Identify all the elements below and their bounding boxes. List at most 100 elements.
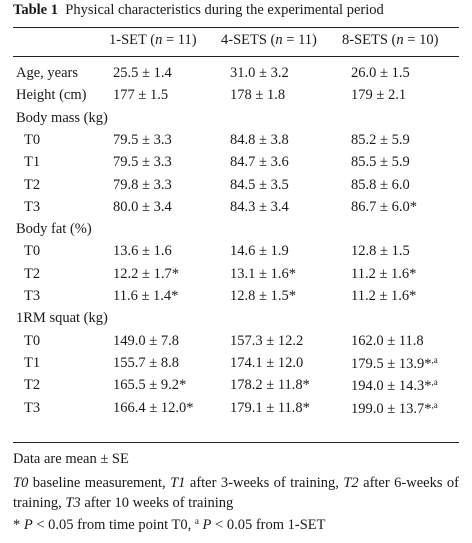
sig-text-2: < 0.05 from 1-SET — [211, 517, 326, 533]
cell-superscript: ,a — [431, 354, 438, 365]
table-cell: 85.2 ± 5.9 — [351, 131, 410, 148]
table-cell: 79.5 ± 3.3 — [113, 154, 172, 171]
table-cell: 84.7 ± 3.6 — [230, 154, 289, 171]
table-cell: 11.2 ± 1.6* — [351, 288, 417, 304]
sig-star: * — [13, 517, 21, 533]
row-label: Body mass (kg) — [16, 109, 108, 126]
table-row: 1RM squat (kg) — [0, 310, 472, 330]
table-cell: 194.0 ± 14.3*,a — [351, 377, 438, 395]
table-cell: 174.1 ± 12.0 — [230, 354, 304, 371]
header-col-3-name: 8-SETS — [342, 32, 388, 48]
header-col-3-n: 10 — [419, 32, 434, 48]
table-cell: 12.8 ± 1.5* — [230, 288, 296, 304]
table-title: Physical characteristics during the expe… — [65, 2, 384, 18]
table-cell: 166.4 ± 12.0* — [113, 399, 194, 416]
table-cell: 79.8 ± 3.3 — [113, 176, 172, 193]
header-col-2-name: 4-SETS — [221, 32, 267, 48]
header-col-3: 8-SETS (n = 10) — [342, 32, 439, 48]
row-label: Age, years — [16, 65, 79, 81]
sig-p1: P — [23, 517, 33, 533]
row-label: T3 — [24, 399, 41, 416]
header-col-2: 4-SETS (n = 11) — [221, 32, 317, 48]
table-row: T2 165.5 ± 9.2* 178.2 ± 11.8* 194.0 ± 14.3*… — [0, 377, 472, 397]
table-cell: 85.8 ± 6.0 — [351, 176, 410, 193]
abbreviation-note: T0 baseline measurement, T1 after 3-week… — [13, 474, 459, 513]
table-cell: 85.5 ± 5.9 — [351, 154, 410, 171]
table-cell: 179.1 ± 11.8* — [230, 399, 310, 416]
row-label: T2 — [24, 265, 41, 282]
abbr-term-t2: T2 — [343, 475, 359, 491]
sig-p2: P — [202, 517, 212, 533]
header-col-2-n: 11 — [298, 32, 313, 48]
significance-note: * P < 0.05 from time point T0, a P < 0.0… — [13, 516, 326, 534]
table-cell: 11.6 ± 1.4* — [113, 288, 179, 304]
table-cell: 26.0 ± 1.5 — [351, 65, 410, 81]
table-number: Table 1 — [13, 2, 58, 18]
table-cell: 179 ± 2.1 — [351, 87, 407, 104]
table-row: Body fat (%) — [0, 221, 472, 241]
row-label: T0 — [24, 332, 41, 349]
cell-value: 194.0 ± 14.3* — [351, 378, 432, 395]
table-cell: 80.0 ± 3.4 — [113, 198, 172, 215]
table-cell: 149.0 ± 7.8 — [113, 332, 179, 349]
cell-value: 199.0 ± 13.7* — [351, 400, 432, 417]
table-row: T1 155.7 ± 8.8 174.1 ± 12.0 179.5 ± 13.9*,a — [0, 355, 472, 375]
table-cell: 13.1 ± 1.6* — [230, 265, 296, 282]
table-cell: 14.6 ± 1.9 — [230, 243, 289, 260]
abbr-term-t1: T1 — [170, 475, 186, 491]
abbr-desc-t0: baseline measurement, — [28, 475, 171, 491]
data-note: Data are mean ± SE — [13, 451, 129, 467]
row-label: T2 — [24, 377, 41, 394]
cell-superscript: ,a — [431, 399, 438, 410]
abbr-desc-t2: after 6-weeks of training, — [13, 475, 459, 511]
bottom-rule — [13, 442, 459, 443]
table-cell: 84.8 ± 3.8 — [230, 131, 289, 148]
table-row: Body mass (kg) — [0, 110, 472, 130]
table-cell: 199.0 ± 13.7*,a — [351, 400, 438, 418]
table-cell: 86.7 ± 6.0* — [351, 198, 417, 215]
table-row: T2 79.8 ± 3.3 84.5 ± 3.5 85.8 ± 6.0 — [0, 177, 472, 197]
row-label: 1RM squat (kg) — [16, 310, 108, 327]
table-cell: 13.6 ± 1.6 — [113, 243, 172, 260]
header-col-1-n: 11 — [177, 32, 192, 48]
table-cell: 178.2 ± 11.8* — [230, 377, 310, 394]
header-col-1-name: 1-SET — [109, 32, 147, 48]
table-row: Age, years 25.5 ± 1.4 31.0 ± 3.2 26.0 ± 1.5 — [0, 65, 472, 85]
table-row: T3 11.6 ± 1.4* 12.8 ± 1.5* 11.2 ± 1.6* — [0, 288, 472, 308]
table-cell: 11.2 ± 1.6* — [351, 265, 417, 282]
table-cell: 155.7 ± 8.8 — [113, 354, 179, 371]
table-cell: 157.3 ± 12.2 — [230, 332, 304, 349]
row-label: Height (cm) — [16, 87, 87, 104]
table-cell: 31.0 ± 3.2 — [230, 65, 289, 81]
cell-superscript: ,a — [431, 377, 438, 388]
row-label: T3 — [24, 288, 41, 304]
table-row: T1 79.5 ± 3.3 84.7 ± 3.6 85.5 ± 5.9 — [0, 154, 472, 174]
table-row: Height (cm) 177 ± 1.5 178 ± 1.8 179 ± 2.1 — [0, 87, 472, 107]
table-cell: 12.8 ± 1.5 — [351, 243, 410, 260]
table-cell: 12.2 ± 1.7* — [113, 265, 179, 282]
row-label: T2 — [24, 176, 41, 193]
table-row: T0 13.6 ± 1.6 14.6 ± 1.9 12.8 ± 1.5 — [0, 243, 472, 263]
table-caption: Table 1 Physical characteristics during … — [13, 2, 384, 19]
row-label: T0 — [24, 243, 41, 260]
table-cell: 165.5 ± 9.2* — [113, 377, 187, 394]
top-rule — [13, 27, 459, 28]
table-cell: 162.0 ± 11.8 — [351, 332, 424, 349]
table-cell: 179.5 ± 13.9*,a — [351, 355, 438, 373]
row-label: T3 — [24, 198, 41, 215]
table-row: T3 166.4 ± 12.0* 179.1 ± 11.8* 199.0 ± 13.7… — [0, 400, 472, 420]
abbr-term-t0: T0 — [13, 475, 29, 491]
row-label: T1 — [24, 354, 41, 371]
table-row: T3 80.0 ± 3.4 84.3 ± 3.4 86.7 ± 6.0* — [0, 199, 472, 219]
table-row: T2 12.2 ± 1.7* 13.1 ± 1.6* 11.2 ± 1.6* — [0, 266, 472, 286]
table-row: T0 149.0 ± 7.8 157.3 ± 12.2 162.0 ± 11.8 — [0, 333, 472, 353]
sig-text-1: < 0.05 from time point T0, — [32, 517, 195, 533]
header-rule — [13, 56, 459, 57]
abbr-desc-t3: after 10 weeks of training — [80, 494, 234, 511]
table-cell: 177 ± 1.5 — [113, 87, 169, 104]
row-label: T1 — [24, 154, 41, 171]
abbr-desc-t1: after 3-weeks of training, — [185, 475, 344, 491]
table-row: T0 79.5 ± 3.3 84.8 ± 3.8 85.2 ± 5.9 — [0, 132, 472, 152]
table-cell: 79.5 ± 3.3 — [113, 131, 172, 148]
